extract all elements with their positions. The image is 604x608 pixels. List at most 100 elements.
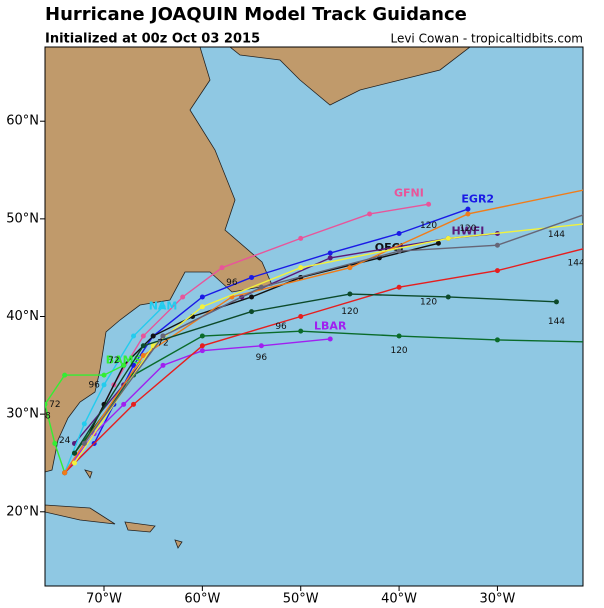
track-point [298, 235, 304, 241]
track-label: GFNI [394, 186, 424, 199]
track-point [347, 291, 353, 297]
credit: Levi Cowan - tropicaltidbits.com [390, 32, 583, 46]
hour-label: 72 [157, 338, 168, 348]
track-point [298, 314, 304, 319]
map-area [45, 47, 583, 586]
track-point [249, 274, 255, 280]
track-point [583, 187, 588, 192]
track-point [121, 362, 127, 368]
hour-label: 120 [420, 297, 437, 307]
x-tick-label: 50°W [283, 592, 319, 605]
track-point [219, 265, 225, 271]
hour-label: 120 [420, 221, 437, 231]
track-point [131, 333, 137, 339]
track-label: LBAR [314, 319, 347, 332]
x-tick-label: 30°W [479, 592, 515, 605]
track-point [327, 255, 333, 261]
track-point [199, 333, 205, 339]
track-line [73, 223, 583, 464]
track-point [426, 201, 432, 207]
y-tick-label: 50°N [6, 211, 39, 226]
track-point [199, 343, 205, 349]
track-point [583, 339, 588, 344]
track-point [465, 211, 471, 217]
track-line [83, 214, 583, 444]
y-tick-label: 30°N [6, 407, 39, 422]
track-point [298, 265, 304, 271]
x-tick-label: 60°W [184, 592, 220, 605]
track-point [160, 362, 166, 368]
hour-label: 120 [341, 307, 358, 317]
track-point [62, 372, 68, 378]
track-point [327, 336, 333, 342]
track-point [199, 294, 205, 300]
track-point [258, 343, 264, 349]
track-label: EGR2 [461, 192, 494, 205]
land [45, 47, 471, 549]
track-point [445, 235, 451, 241]
track-point [583, 211, 588, 216]
track-point [494, 268, 500, 274]
track-point [160, 333, 166, 339]
track-point [81, 421, 87, 427]
track-point [396, 333, 402, 339]
track-point [199, 348, 205, 354]
hour-label: 96 [226, 278, 238, 288]
track-point [553, 299, 559, 305]
track-point [465, 206, 471, 212]
track-point [396, 231, 402, 237]
track-point [396, 284, 402, 290]
track-point [367, 211, 373, 217]
track-point [435, 240, 441, 246]
track-label: HWFI [451, 225, 484, 238]
hour-label: 144 [548, 317, 565, 327]
track-point [347, 265, 353, 271]
track-line [45, 364, 124, 473]
track-point [494, 337, 500, 343]
hour-label: 48 [39, 412, 51, 422]
hour-label: 120 [390, 346, 407, 356]
x-tick-label: 70°W [86, 592, 122, 605]
track-point [121, 401, 127, 407]
track-point [249, 294, 255, 300]
hour-label: 144 [548, 230, 565, 240]
x-tick-label: 40°W [381, 592, 417, 605]
track-point [72, 450, 78, 456]
track-point [62, 470, 68, 476]
track-point [583, 221, 588, 226]
track-point [160, 304, 166, 310]
y-tick-label: 60°N [6, 114, 39, 129]
track-point [258, 284, 264, 290]
y-tick-label: 20°N [6, 504, 39, 519]
track-point [101, 382, 107, 388]
track-point [199, 304, 205, 310]
track-point [327, 250, 333, 256]
hour-label: 144 [568, 258, 585, 268]
track-point [101, 372, 107, 378]
track-point [249, 309, 255, 315]
track-point [81, 440, 87, 446]
track-point [52, 440, 58, 446]
overlay: 70°W 60°W 50°W 40°W 30°W 20°N 30°N 40°N 50°N 60°N… [6, 114, 588, 607]
hour-label: 120 [459, 224, 476, 234]
track-point [396, 248, 402, 254]
track-point [445, 294, 451, 300]
track-line [64, 189, 583, 474]
hour-label: 96 [275, 322, 287, 332]
track-point [150, 333, 156, 339]
track-point [494, 242, 500, 248]
track-point [45, 401, 48, 407]
track-line [73, 293, 557, 454]
track-point [180, 294, 186, 300]
subtitle: Initialized at 00z Oct 03 2015 [45, 32, 260, 47]
hour-label: 96 [88, 380, 100, 390]
hour-label: 72 [108, 356, 119, 366]
track-point [131, 401, 137, 407]
track-point [140, 343, 146, 349]
track-point [140, 333, 146, 339]
track-label: NAM [149, 300, 178, 313]
track-point [298, 328, 304, 334]
track-point [583, 246, 588, 251]
